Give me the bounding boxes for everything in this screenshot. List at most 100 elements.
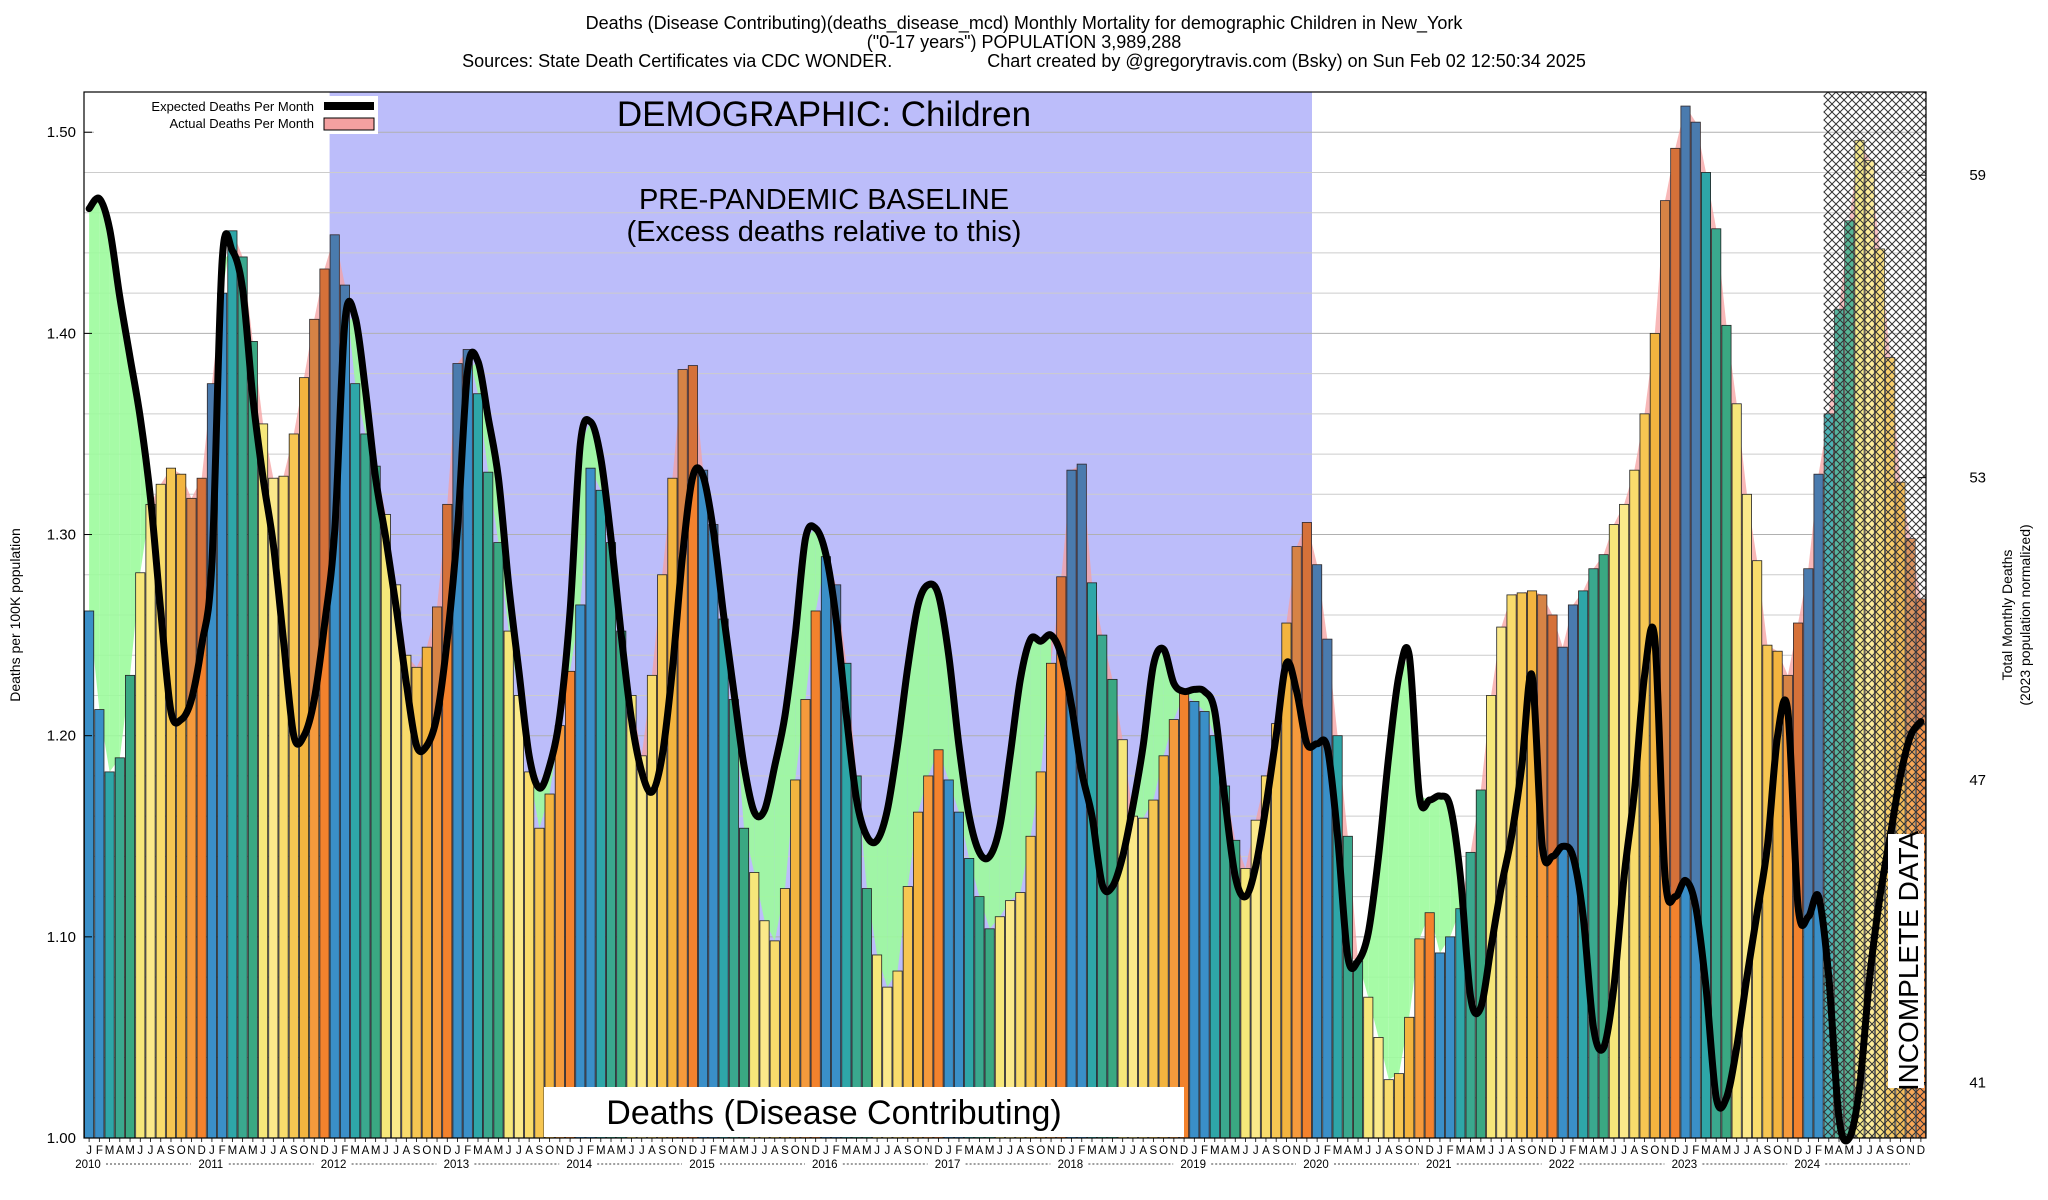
x-month-label: M [862, 1145, 872, 1157]
x-month-label: J [1611, 1145, 1617, 1157]
x-month-label: J [1243, 1145, 1249, 1157]
x-year-label: 2023 [1672, 1159, 1698, 1171]
x-month-label: J [629, 1145, 635, 1157]
bar-excess-tint [197, 478, 207, 646]
y-tick-label: 1.00 [47, 1130, 76, 1147]
bar-actual-2019-9 [1271, 723, 1282, 1139]
x-month-label: F [1324, 1145, 1331, 1157]
x-month-label: S [1272, 1145, 1280, 1157]
bar-excess-tint [1066, 470, 1077, 706]
bar-actual-2015-4 [728, 699, 739, 1139]
bar-actual-2021-1 [1434, 952, 1445, 1139]
x-month-label: F [96, 1145, 103, 1157]
x-month-label: S [1886, 1145, 1894, 1157]
excess-fill-segment [1010, 679, 1021, 901]
x-month-label: J [1488, 1145, 1494, 1157]
x-month-label: O [1036, 1145, 1045, 1157]
bar-actual-2015-1 [698, 469, 709, 1139]
x-month-label: A [1098, 1145, 1106, 1157]
x-month-label: D [1180, 1145, 1188, 1157]
expected-deaths-line [85, 194, 1925, 1145]
x-month-label: S [536, 1145, 544, 1157]
x-month-label: J [506, 1145, 512, 1157]
bar-actual-2013-10 [544, 793, 555, 1139]
x-month-label: M [1353, 1145, 1363, 1157]
x-month-label: F [587, 1145, 594, 1157]
bar-excess-tint [319, 269, 330, 626]
bar-actual-2020-11 [1414, 938, 1425, 1139]
bar-actual-2020-5 [1353, 960, 1364, 1139]
x-month-label: J [270, 1145, 276, 1157]
x-year-label: 2022 [1549, 1159, 1575, 1171]
x-month-label: A [1344, 1145, 1352, 1157]
x-month-label: A [1876, 1145, 1884, 1157]
x-month-label: A [1753, 1145, 1761, 1157]
x-month-label: J [86, 1145, 92, 1157]
bar-actual-2020-6 [1363, 996, 1374, 1139]
bar-actual-2011-3 [227, 230, 238, 1139]
bar-excess-tint [1691, 122, 1701, 907]
x-month-label: F [1078, 1145, 1085, 1157]
x-month-label: J [884, 1145, 890, 1157]
x-month-label: J [516, 1145, 522, 1157]
bar-excess-tint [1497, 627, 1506, 886]
x-month-label: D [1548, 1145, 1556, 1157]
x-month-label: O [1159, 1145, 1168, 1157]
x-month-label: M [964, 1145, 974, 1157]
x-month-label: M [1824, 1145, 1834, 1157]
x-month-label: J [762, 1145, 768, 1157]
bar-actual-2014-3 [595, 489, 606, 1139]
bar-excess-tint [1803, 568, 1813, 917]
bar-actual-2011-6 [258, 423, 269, 1139]
x-month-label: N [1047, 1145, 1055, 1157]
incomplete-label-box [1888, 834, 1924, 1088]
bar-excess-tint [452, 363, 463, 529]
y-tick-label: 1.40 [47, 325, 76, 342]
x-month-label: J [874, 1145, 880, 1157]
excess-fill-segment [119, 297, 131, 758]
bar-actual-2018-10 [1158, 755, 1169, 1139]
x-month-label: S [1027, 1145, 1035, 1157]
bar-actual-2016-12 [933, 749, 944, 1139]
bar-excess-tint [1660, 200, 1670, 877]
x-month-label: M [1230, 1145, 1240, 1157]
x-month-label: F [219, 1145, 226, 1157]
x-month-label: S [781, 1145, 789, 1157]
bar-excess-tint [1742, 494, 1751, 977]
bar-actual-2014-5 [616, 630, 627, 1139]
x-month-label: D [689, 1145, 697, 1157]
excess-fill-segment [774, 715, 785, 941]
x-month-label: O [545, 1145, 554, 1157]
bar-actual-2013-11 [554, 725, 565, 1139]
x-month-label: A [1712, 1145, 1720, 1157]
bar-actual-2014-4 [606, 542, 617, 1139]
chart-subtitle: ("0-17 years") POPULATION 3,989,288 [866, 32, 1182, 52]
x-month-label: F [464, 1145, 471, 1157]
x-month-label: D [198, 1145, 206, 1157]
x-month-label: D [320, 1145, 328, 1157]
bottom-label-box [544, 1087, 1184, 1137]
x-month-label: S [290, 1145, 298, 1157]
x-month-label: J [1365, 1145, 1371, 1157]
legend-actual-label: Actual Deaths Per Month [169, 116, 314, 131]
bar-actual-2013-9 [534, 827, 545, 1139]
x-month-label: J [1621, 1145, 1627, 1157]
x-month-label: D [1671, 1145, 1679, 1157]
incomplete-data-label: INCOMPLETE DATA [1893, 831, 1924, 1092]
bar-excess-tint [432, 606, 442, 716]
excess-fill-segment [754, 810, 765, 921]
x-month-label: J [1130, 1145, 1136, 1157]
bar-excess-tint [1783, 675, 1793, 712]
x-month-label: O [1773, 1145, 1782, 1157]
bar-actual-2010-7 [145, 503, 156, 1139]
x-month-label: N [1538, 1145, 1546, 1157]
excess-fill-segment [918, 584, 929, 813]
x-month-label: D [812, 1145, 820, 1157]
y2-tick-label: 53 [1969, 470, 1986, 487]
x-month-label: N [556, 1145, 564, 1157]
x-month-label: M [1456, 1145, 1466, 1157]
x-year-label: 2010 [75, 1159, 101, 1171]
x-month-label: D [1057, 1145, 1065, 1157]
bar-actual-2012-7 [391, 584, 402, 1139]
x-month-label: J [1744, 1145, 1750, 1157]
